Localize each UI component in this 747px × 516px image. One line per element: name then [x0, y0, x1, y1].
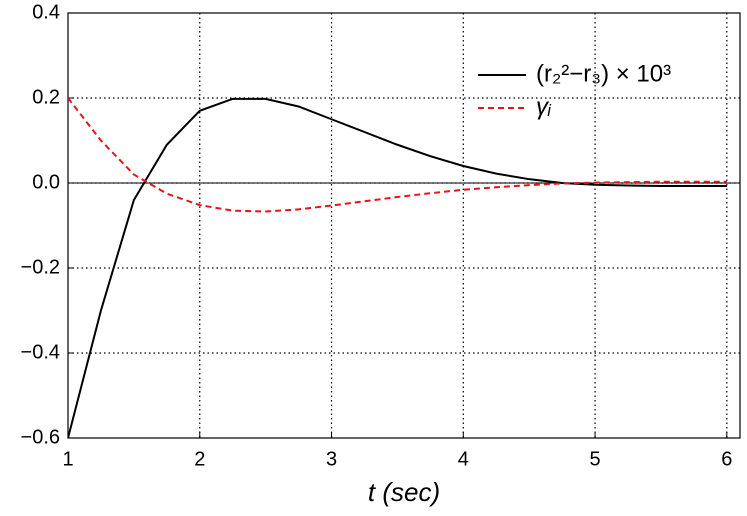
x-tick-label: 1 — [62, 448, 73, 470]
x-tick-label: 4 — [458, 448, 469, 470]
x-axis-label: t (sec) — [368, 477, 440, 507]
legend-label: (r₂²−r₃) × 10³ — [536, 60, 671, 87]
y-tick-label: 0.4 — [32, 1, 60, 23]
y-tick-label: −0.2 — [21, 256, 60, 278]
x-tick-label: 5 — [589, 448, 600, 470]
series-line — [68, 97, 727, 213]
series-line — [68, 97, 727, 438]
y-tick-label: −0.6 — [21, 426, 60, 448]
x-tick-label: 6 — [721, 448, 732, 470]
legend-label: γᵢ — [536, 93, 552, 120]
plot-frame — [67, 12, 741, 439]
y-tick-label: −0.4 — [21, 341, 60, 363]
x-tick-label: 3 — [326, 448, 337, 470]
y-tick-label: 0.2 — [32, 86, 60, 108]
y-tick-label: 0.0 — [32, 171, 60, 193]
x-tick-label: 2 — [194, 448, 205, 470]
